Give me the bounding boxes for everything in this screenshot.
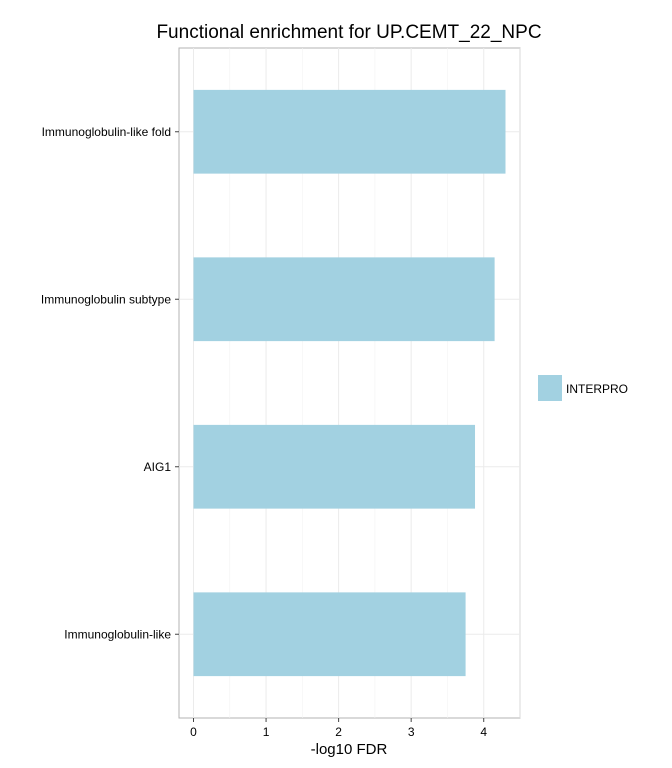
y-tick-label: Immunoglobulin-like fold: [42, 125, 171, 139]
x-tick-label: 0: [190, 725, 197, 739]
y-tick-label: Immunoglobulin-like: [64, 627, 171, 641]
x-tick-label: 1: [263, 725, 270, 739]
y-axis-ticks: Immunoglobulin-like fold Immunoglobulin s…: [41, 125, 179, 641]
x-axis-title: -log10 FDR: [311, 741, 388, 758]
bar-0: [193, 89, 506, 174]
bar-1: [193, 257, 495, 342]
x-tick-label: 2: [335, 725, 342, 739]
y-tick-label: Immunoglobulin subtype: [41, 292, 171, 306]
bars: [193, 89, 506, 677]
bar-2: [193, 424, 476, 509]
x-axis-ticks: 0 1 2 3 4: [190, 718, 487, 739]
y-tick-label: AIG1: [144, 460, 172, 474]
x-tick-label: 4: [480, 725, 487, 739]
legend: INTERPRO: [538, 375, 628, 401]
bar-3: [193, 592, 466, 677]
x-tick-label: 3: [408, 725, 415, 739]
legend-swatch-interpro: [538, 375, 562, 401]
legend-label-interpro: INTERPRO: [566, 382, 628, 396]
chart-title: Functional enrichment for UP.CEMT_22_NPC: [156, 22, 541, 43]
